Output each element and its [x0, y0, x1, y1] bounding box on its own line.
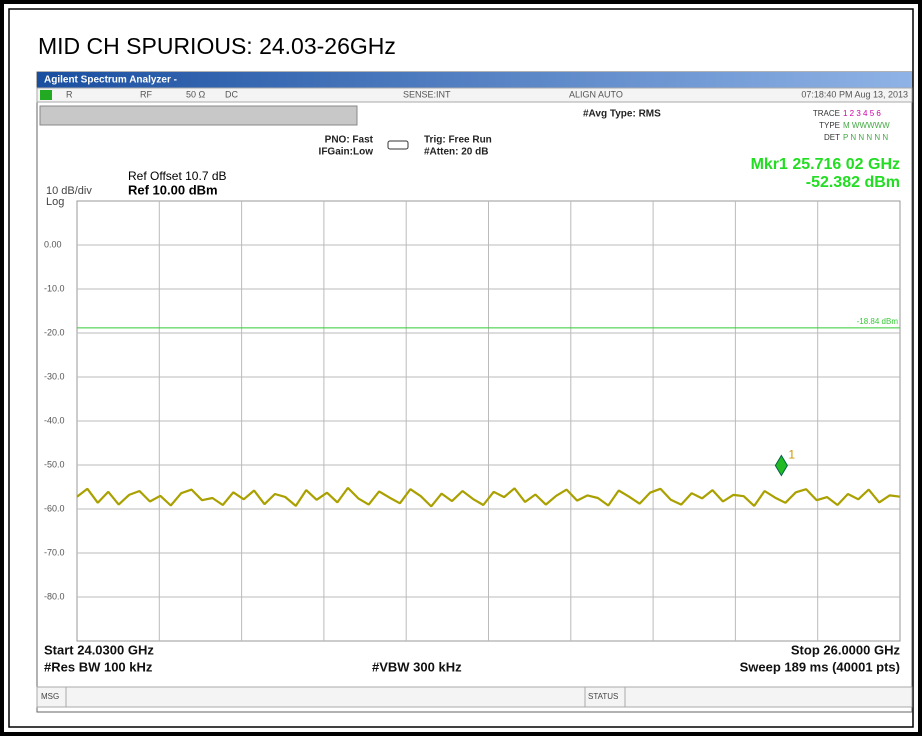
status-r: R — [66, 89, 73, 99]
ref-offset: Ref Offset 10.7 dB — [128, 169, 227, 183]
y-tick-label: -10.0 — [44, 283, 65, 293]
window-titlebar — [37, 72, 912, 88]
ifgain: IFGain:Low — [319, 147, 374, 158]
y-tick-label: -70.0 — [44, 547, 65, 557]
gray-bar — [39, 105, 358, 126]
status-sense: SENSE:INT — [403, 89, 451, 99]
page-title: MID CH SPURIOUS: 24.03-26GHz — [38, 33, 396, 59]
start-freq: Start 24.0300 GHz — [44, 642, 154, 657]
avg-type: #Avg Type: RMS — [583, 109, 661, 120]
marker — [774, 454, 788, 477]
scale-type: Log — [46, 196, 64, 208]
trig-icon — [387, 140, 409, 150]
sweep: Sweep 189 ms (40001 pts) — [740, 659, 900, 674]
plot: 0.00 -10.0 -20.0 -30.0 -40.0 -50.0 -60.0 -70.0 -… — [44, 200, 901, 642]
atten: #Atten: 20 dB — [424, 147, 488, 158]
trace — [76, 487, 901, 508]
y-tick-label: -60.0 — [44, 503, 65, 513]
marker-label: 1 — [788, 448, 795, 462]
scale-div: 10 dB/div — [46, 185, 92, 197]
trace-label: TRACE — [813, 109, 840, 118]
inner-frame — [8, 8, 914, 728]
y-tick-label: -50.0 — [44, 459, 65, 469]
marker-freq: Mkr1 25.716 02 GHz — [751, 156, 900, 173]
status-datetime: 07:18:40 PM Aug 13, 2013 — [801, 89, 908, 99]
vbw: #VBW 300 kHz — [372, 659, 462, 674]
ref-level: Ref 10.00 dBm — [128, 182, 218, 197]
type-val: M WWWWW — [843, 121, 890, 130]
y-tick-label: -40.0 — [44, 415, 65, 425]
status-row — [36, 87, 913, 103]
y-tick-label: -80.0 — [44, 591, 65, 601]
y-tick-label: -30.0 — [44, 371, 65, 381]
status-rf: RF — [140, 89, 152, 99]
type-label: TYPE — [819, 121, 840, 130]
status-coupling: DC — [225, 89, 238, 99]
y-tick-label: -20.0 — [44, 327, 65, 337]
stop-freq: Stop 26.0000 GHz — [791, 642, 901, 657]
status-impedance: 50 Ω — [186, 89, 206, 99]
window-title: Agilent Spectrum Analyzer - — [44, 75, 177, 86]
status: STATUS — [588, 692, 618, 701]
lxi-icon — [40, 90, 52, 100]
msg-bar — [36, 686, 913, 708]
msg: MSG — [41, 692, 59, 701]
trace-nums: 1 2 3 4 5 6 — [843, 109, 881, 118]
y-tick-label: 0.00 — [44, 239, 62, 249]
status-align: ALIGN AUTO — [569, 89, 623, 99]
det-val: P N N N N N — [843, 133, 888, 142]
det-label: DET — [824, 133, 840, 142]
marker-level: -52.382 dBm — [806, 174, 900, 191]
trig: Trig: Free Run — [424, 135, 492, 146]
display-line-label: -18.84 dBm — [857, 317, 899, 326]
rbw: #Res BW 100 kHz — [44, 659, 153, 674]
pno: PNO: Fast — [325, 135, 374, 146]
